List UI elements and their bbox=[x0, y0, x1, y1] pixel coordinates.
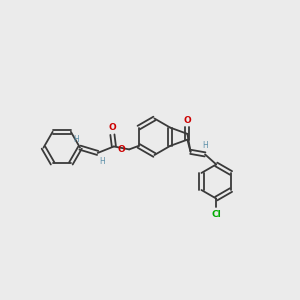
Text: Cl: Cl bbox=[212, 210, 221, 219]
Text: H: H bbox=[202, 141, 208, 150]
Text: O: O bbox=[184, 116, 191, 125]
Text: H: H bbox=[99, 157, 105, 166]
Text: O: O bbox=[109, 123, 116, 132]
Text: O: O bbox=[118, 145, 126, 154]
Text: H: H bbox=[73, 135, 79, 144]
